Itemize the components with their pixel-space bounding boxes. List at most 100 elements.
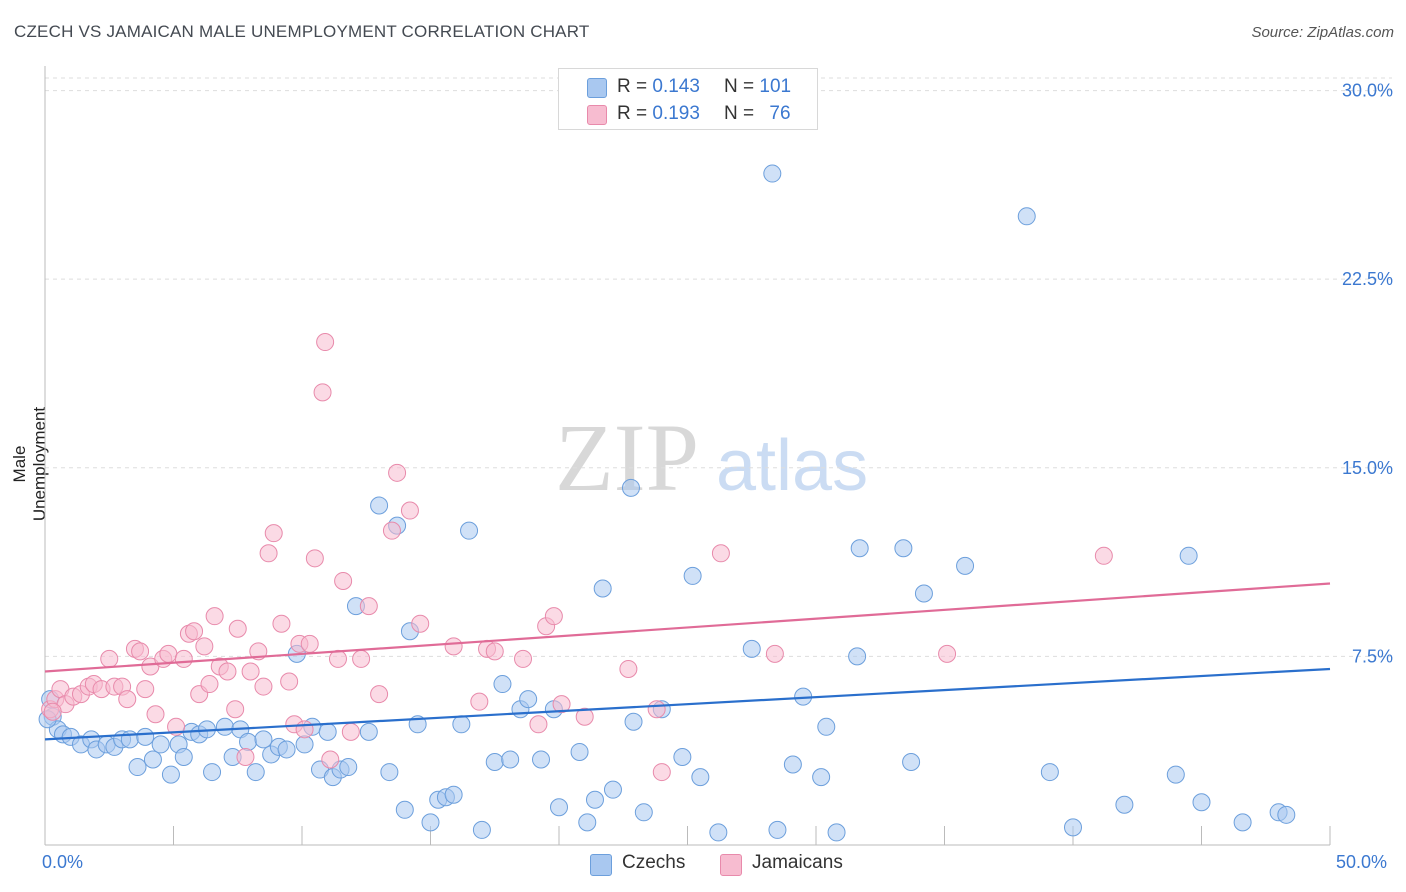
jamaican-point — [300, 634, 319, 653]
jamaican-point — [316, 333, 335, 352]
czech-point — [380, 763, 399, 782]
czech-point — [501, 750, 520, 769]
jamaican-point — [159, 644, 178, 663]
jamaican-point — [200, 675, 219, 694]
jamaican-point — [938, 644, 957, 663]
jamaican-point — [341, 722, 360, 741]
jamaican-point — [444, 637, 463, 656]
jamaican-point — [652, 763, 671, 782]
jamaican-point — [118, 690, 137, 709]
czech-point — [339, 758, 358, 777]
jamaicans-swatch — [587, 105, 607, 125]
czech-point — [444, 785, 463, 804]
czech-point — [1192, 793, 1211, 812]
source-label: Source: ZipAtlas.com — [1251, 24, 1394, 41]
jamaican-point — [264, 524, 283, 543]
czech-point — [827, 823, 846, 842]
jamaican-point — [552, 695, 571, 714]
jamaican-point — [254, 677, 273, 696]
jamaican-point — [359, 597, 378, 616]
legend-label-czechs: Czechs — [622, 852, 686, 873]
stats-legend: R = 0.143 N = 101 R = 0.193 N = 76 — [558, 68, 818, 130]
jamaican-point — [174, 649, 193, 668]
czech-point — [956, 556, 975, 575]
jamaican-point — [272, 614, 291, 633]
jamaican-point — [100, 649, 119, 668]
czech-point — [359, 722, 378, 741]
n-stat: N = 76 — [724, 103, 791, 124]
czech-point — [151, 735, 170, 754]
czech-point — [246, 763, 265, 782]
jamaican-point — [352, 649, 371, 668]
jamaican-point — [647, 700, 666, 719]
watermark: ZIP atlas — [555, 404, 868, 511]
czech-point — [136, 727, 155, 746]
jamaican-point — [136, 680, 155, 699]
czech-point — [1017, 207, 1036, 226]
czech-point — [817, 717, 836, 736]
czech-point — [783, 755, 802, 774]
czech-point — [709, 823, 728, 842]
jamaican-point — [226, 700, 245, 719]
czech-point — [318, 722, 337, 741]
jamaican-point — [400, 501, 419, 520]
czech-point — [914, 584, 933, 603]
jamaican-point — [218, 662, 237, 681]
czech-point — [254, 730, 273, 749]
czech-point — [472, 820, 491, 839]
legend-label-jamaicans: Jamaicans — [752, 852, 843, 873]
czech-point — [295, 735, 314, 754]
y-tick-label: 15.0% — [1342, 458, 1393, 478]
jamaican-point — [241, 662, 260, 681]
jamaican-point — [575, 707, 594, 726]
jamaican-point — [619, 659, 638, 678]
jamaican-point — [370, 685, 389, 704]
jamaican-point — [313, 383, 332, 402]
czech-point — [683, 566, 702, 585]
jamaican-point — [382, 521, 401, 540]
czech-point — [763, 164, 782, 183]
czech-point — [1040, 763, 1059, 782]
stats-row-jamaicans: R = 0.193 N = 76 — [559, 101, 817, 127]
trend-lines — [44, 582, 1331, 741]
czech-point — [532, 750, 551, 769]
czech-point — [550, 798, 568, 817]
czech-point — [452, 715, 471, 734]
jamaican-point — [485, 642, 504, 661]
jamaican-point — [43, 702, 62, 721]
jamaican-point — [529, 715, 548, 734]
jamaican-point — [295, 720, 314, 739]
czech-point — [902, 753, 921, 772]
series-jamaicans — [41, 333, 1113, 782]
czechs-legend-swatch — [590, 854, 612, 876]
czech-point — [215, 717, 234, 736]
czech-point — [1064, 818, 1082, 837]
jamaican-point — [334, 571, 353, 590]
czech-point — [277, 740, 296, 759]
jamaican-point — [236, 747, 255, 766]
czech-point — [593, 579, 612, 598]
gridlines — [45, 77, 1392, 657]
y-tick-label: 30.0% — [1342, 81, 1393, 101]
czechs-swatch — [587, 78, 607, 98]
czech-point — [203, 763, 222, 782]
czech-point — [673, 747, 692, 766]
jamaican-point — [514, 649, 533, 668]
czech-point — [395, 800, 414, 819]
series-czechs — [38, 164, 1296, 842]
czech-point — [578, 813, 597, 832]
jamaican-point — [131, 642, 150, 661]
jamaican-point — [544, 607, 563, 626]
czech-point — [370, 496, 389, 515]
r-stat: R = 0.193 — [617, 103, 700, 124]
czech-point — [421, 813, 440, 832]
czech-point — [850, 539, 869, 558]
czech-point — [742, 639, 761, 658]
jamaican-point — [228, 619, 247, 638]
jamaican-point — [321, 750, 340, 769]
czech-point — [621, 478, 640, 497]
jamaican-trend-line — [44, 582, 1331, 673]
czech-point — [143, 750, 162, 769]
czech-point — [570, 742, 589, 761]
